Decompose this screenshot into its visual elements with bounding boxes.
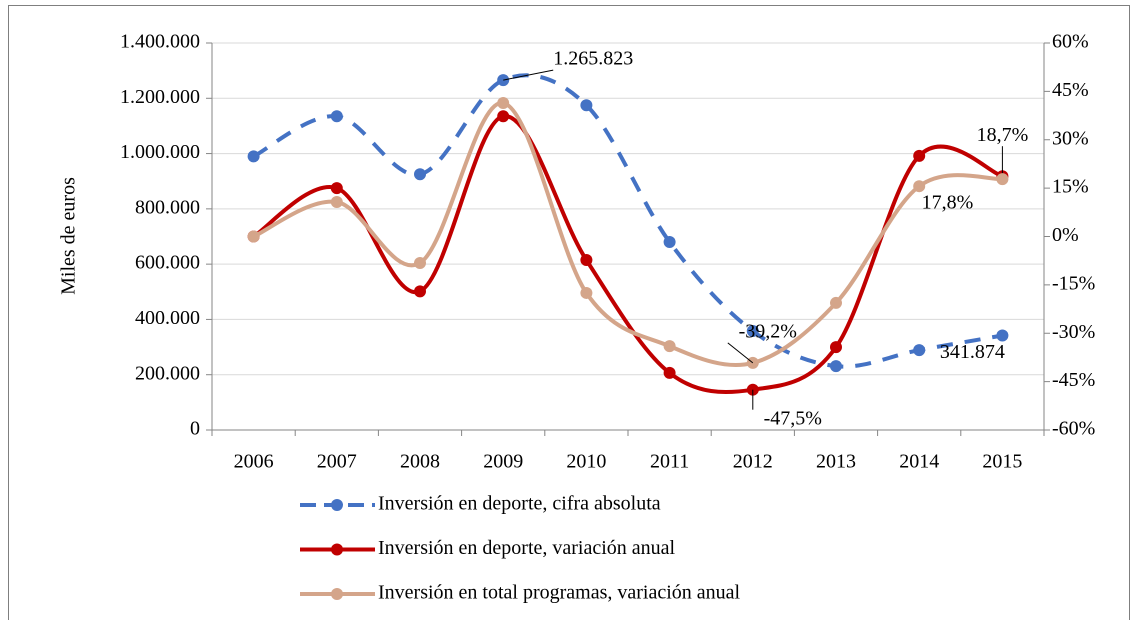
y-tick-label: 1.000.000	[120, 141, 200, 163]
legend-label: Inversión en deporte, cifra absoluta	[378, 493, 661, 515]
y2-tick-label: 45%	[1052, 79, 1089, 101]
y-tick-label: 400.000	[135, 307, 200, 329]
x-tick-label: 2011	[650, 451, 689, 473]
x-tick-label: 2012	[733, 451, 773, 473]
marker	[580, 286, 593, 299]
marker	[414, 285, 426, 298]
marker	[663, 366, 676, 379]
marker	[663, 340, 676, 353]
marker	[247, 230, 260, 243]
marker	[996, 173, 1009, 186]
y2-tick-label: 60%	[1052, 31, 1089, 53]
marker	[580, 99, 593, 112]
marker	[830, 296, 842, 309]
frame	[8, 5, 1130, 620]
y-axis-title: Miles de euros	[58, 177, 80, 295]
data-label: 18,7%	[977, 124, 1029, 146]
legend-marker	[331, 499, 343, 511]
data-label: 17,8%	[922, 192, 974, 214]
y2-tick-label: -15%	[1052, 272, 1095, 294]
marker	[414, 256, 426, 269]
x-tick-label: 2013	[816, 451, 856, 473]
marker	[330, 110, 343, 123]
legend-label: Inversión en deporte, variación anual	[378, 537, 676, 559]
marker	[497, 110, 510, 123]
data-label: 1.265.823	[553, 48, 633, 70]
data-label: -47,5%	[764, 407, 822, 429]
marker	[580, 254, 593, 267]
marker	[996, 329, 1009, 342]
legend-marker	[331, 543, 343, 556]
marker	[913, 180, 926, 193]
x-tick-label: 2010	[566, 451, 606, 473]
marker	[497, 96, 510, 109]
y2-tick-label: 0%	[1052, 224, 1079, 246]
marker	[330, 182, 343, 195]
leader-line	[503, 69, 554, 81]
data-label: -39,2%	[739, 321, 797, 343]
y-tick-label: 1.200.000	[120, 86, 200, 108]
y2-tick-label: -45%	[1052, 369, 1095, 391]
marker	[663, 236, 676, 249]
y-tick-label: 800.000	[135, 196, 200, 218]
legend-label: Inversión en total programas, variación …	[378, 582, 741, 604]
series-line	[252, 73, 1003, 369]
x-tick-label: 2007	[317, 451, 357, 473]
y2-tick-label: 30%	[1052, 127, 1089, 149]
leader-line	[727, 342, 754, 364]
marker	[830, 341, 842, 354]
legend-marker	[331, 588, 343, 600]
marker	[913, 344, 926, 357]
y-tick-label: 200.000	[135, 362, 200, 384]
data-label: 341.874	[940, 341, 1005, 363]
series-line	[252, 101, 1003, 368]
x-tick-label: 2006	[234, 451, 274, 473]
marker	[330, 195, 343, 208]
marker	[830, 360, 842, 373]
y2-tick-label: -30%	[1052, 321, 1095, 343]
y-tick-label: 0	[190, 418, 200, 440]
x-tick-label: 2009	[483, 451, 523, 473]
y2-tick-label: -60%	[1052, 418, 1095, 440]
marker	[746, 325, 759, 338]
y-tick-label: 1.400.000	[120, 31, 200, 53]
marker	[414, 168, 426, 181]
y2-tick-label: 15%	[1052, 176, 1089, 198]
series-line	[252, 114, 1004, 395]
x-tick-label: 2008	[400, 451, 440, 473]
marker	[913, 149, 926, 162]
x-tick-label: 2015	[982, 451, 1022, 473]
y-tick-label: 600.000	[135, 252, 200, 274]
x-tick-label: 2014	[899, 451, 939, 473]
marker	[247, 150, 260, 163]
